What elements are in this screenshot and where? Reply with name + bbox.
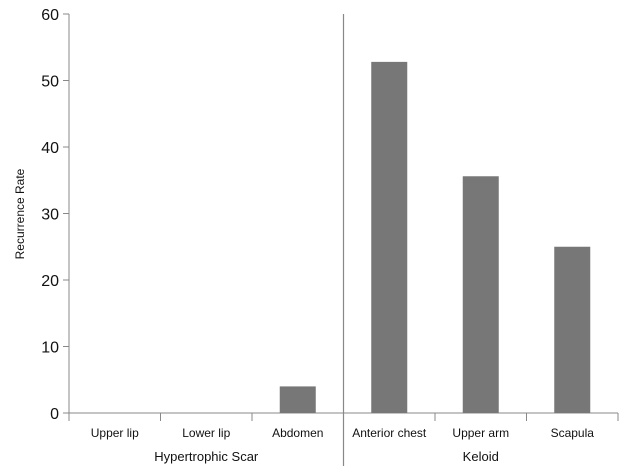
bar [279,386,316,413]
x-tick-label: Anterior chest [352,426,427,440]
y-tick-label: 40 [41,140,59,157]
x-tick-label: Lower lip [182,426,230,440]
y-tick-label: 10 [41,340,59,357]
plot-area: 0 10 20 30 40 50 60 Upper lip Lower lip Abdomen An… [41,7,619,466]
x-tick-label: Upper arm [452,426,509,440]
x-tick-label: Scapula [551,426,595,440]
x-tick-label: Upper lip [91,426,139,440]
bar [371,61,408,413]
bar [554,246,591,413]
y-axis-label: Recurrence Rate [13,168,27,259]
y-tick-label: 20 [41,273,59,290]
bar [462,176,499,413]
group-label: Keloid [463,449,499,464]
group-label: Hypertrophic Scar [154,449,259,464]
y-tick-label: 30 [41,207,59,224]
y-tick-label: 60 [41,7,59,24]
y-tick-label: 50 [41,74,59,91]
y-tick-label: 0 [50,406,59,423]
x-tick-label: Abdomen [272,426,323,440]
